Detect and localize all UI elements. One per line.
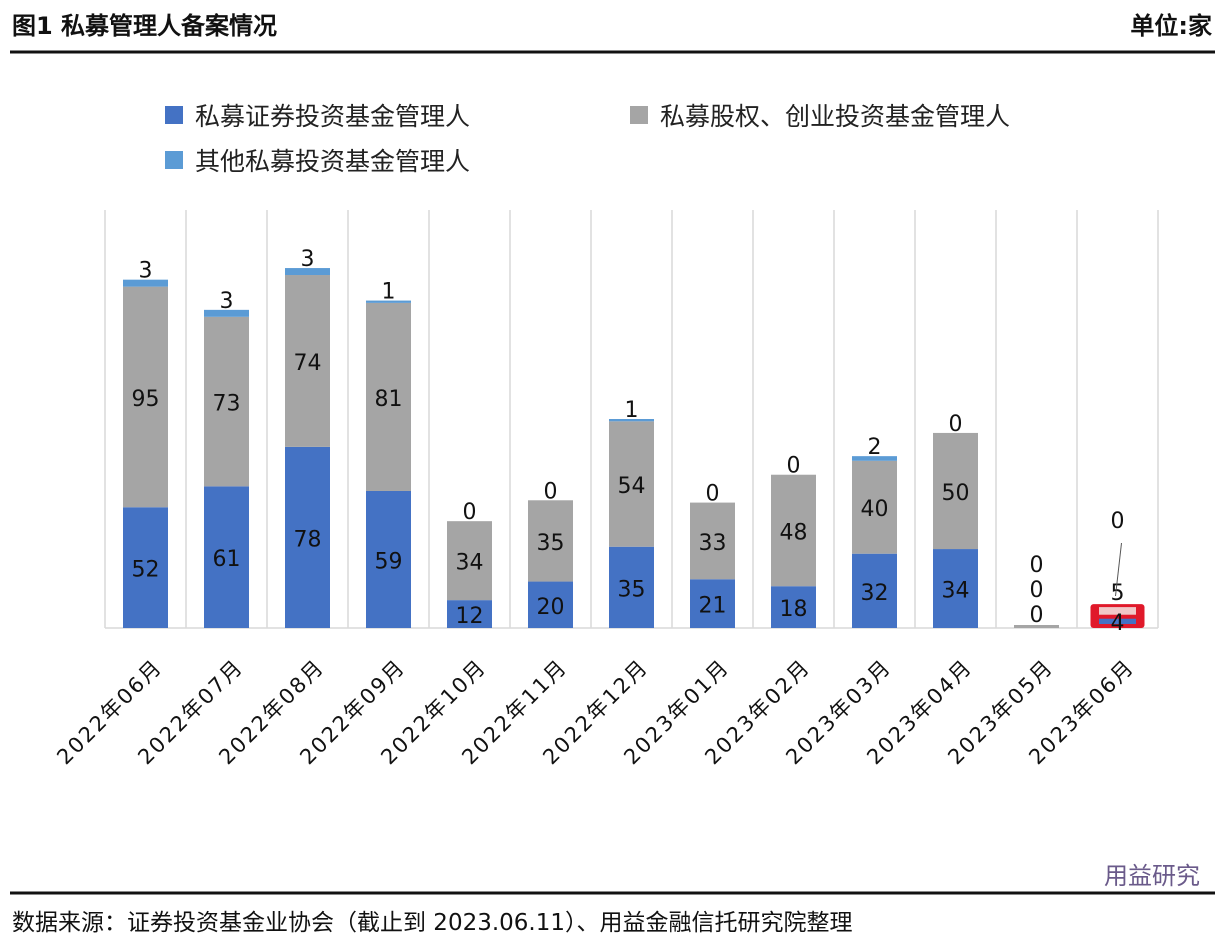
data-label: 4	[1111, 611, 1125, 636]
bar-segment	[123, 279, 168, 287]
bar-segment	[285, 275, 330, 447]
data-label: 0	[463, 500, 477, 525]
bar-segment	[285, 446, 330, 628]
bar-segment	[771, 474, 816, 587]
bar-segment	[366, 490, 411, 628]
bar-segment	[690, 502, 735, 580]
data-label: 5	[1111, 581, 1125, 606]
bar-segment	[609, 546, 654, 628]
data-label: 50	[942, 481, 970, 506]
data-label: 33	[699, 531, 727, 556]
bar-segment	[771, 586, 816, 628]
bar-segment	[1099, 607, 1136, 615]
legend-swatch	[165, 106, 183, 124]
unit-label: 单位:家	[1130, 12, 1212, 40]
data-label: 95	[132, 387, 160, 412]
data-label: 18	[780, 597, 808, 622]
data-label: 35	[537, 531, 565, 556]
bar-segment	[933, 432, 978, 550]
bar-segment	[123, 286, 168, 508]
data-label: 73	[213, 392, 241, 417]
source-note: 数据来源：证券投资基金业协会（截止到 2023.06.11）、用益金融信托研究院…	[12, 910, 853, 936]
bar-segment	[852, 460, 897, 554]
bar-segment	[447, 521, 492, 601]
data-label: 1	[382, 280, 396, 305]
data-label: 0	[1111, 509, 1125, 534]
data-label: 0	[949, 412, 963, 437]
data-label: 74	[294, 351, 322, 376]
bar-segment	[690, 579, 735, 628]
data-label: 12	[456, 604, 484, 629]
legend-label: 私募股权、创业投资基金管理人	[660, 102, 1010, 131]
chart-title: 图1 私募管理人备案情况	[12, 12, 277, 40]
legend-label: 私募证券投资基金管理人	[195, 102, 470, 131]
data-label: 1	[625, 398, 639, 423]
legend-swatch	[630, 106, 648, 124]
data-label: 34	[942, 579, 970, 604]
data-label: 0	[787, 454, 801, 479]
data-label: 61	[213, 547, 241, 572]
bar-segment	[447, 600, 492, 628]
leader-line	[1115, 542, 1122, 597]
data-label: 32	[861, 581, 889, 606]
bar-segment	[123, 507, 168, 628]
data-label: 35	[618, 577, 646, 602]
data-label: 20	[537, 595, 565, 620]
data-label: 40	[861, 497, 889, 522]
legend-swatch	[165, 151, 183, 169]
bar-segment	[933, 549, 978, 628]
legend-label: 其他私募投资基金管理人	[195, 147, 470, 176]
bar-segment	[609, 419, 654, 422]
data-label: 0	[1030, 603, 1044, 628]
data-label: 21	[699, 594, 727, 619]
bar-segment	[366, 300, 411, 303]
data-label: 0	[1030, 578, 1044, 603]
data-label: 2	[868, 435, 882, 460]
bar-segment	[204, 316, 249, 487]
data-label: 34	[456, 551, 484, 576]
data-label: 78	[294, 527, 322, 552]
bar-segment	[852, 456, 897, 461]
data-label: 54	[618, 474, 646, 499]
bar-segment	[366, 302, 411, 491]
bar-segment	[528, 581, 573, 628]
bar-segment	[609, 421, 654, 547]
data-label: 0	[1030, 553, 1044, 578]
bar-segment	[204, 309, 249, 317]
data-label: 3	[301, 247, 315, 272]
data-label: 59	[375, 549, 403, 574]
data-label: 3	[139, 259, 153, 284]
bar-segment	[1099, 618, 1136, 624]
watermark: 用益研究	[1104, 862, 1200, 890]
bar-segment	[852, 553, 897, 628]
bar-segment	[528, 500, 573, 582]
data-label: 81	[375, 387, 403, 412]
bar-segment	[285, 268, 330, 276]
data-label: 3	[220, 289, 234, 314]
data-label: 48	[780, 520, 808, 545]
data-label: 52	[132, 558, 160, 583]
data-label: 0	[706, 482, 720, 507]
data-label: 0	[544, 479, 558, 504]
bar-segment	[204, 486, 249, 628]
bar-segment	[1014, 625, 1059, 628]
